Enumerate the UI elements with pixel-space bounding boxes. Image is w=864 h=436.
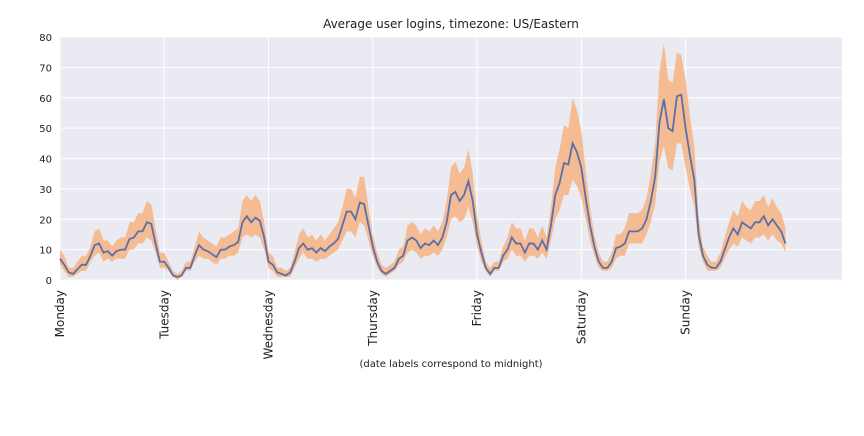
line	[59, 93, 787, 278]
x-tick-label: Tuesday	[157, 290, 171, 340]
x-tick-label: Sunday	[679, 290, 693, 335]
x-tick-label: Thursday	[366, 290, 380, 347]
x-tick-label: Friday	[470, 290, 484, 326]
x-axis-label: (date labels correspond to midnight)	[359, 359, 542, 370]
chart-title: Average user logins, timezone: US/Easter…	[323, 17, 579, 31]
y-tick-label: 10	[39, 246, 52, 257]
y-tick-label: 70	[39, 63, 52, 74]
y-tick-label: 30	[39, 185, 52, 196]
y-tick-label: 20	[39, 215, 52, 226]
x-tick-label: Wednesday	[262, 290, 276, 359]
x-tick-label: Saturday	[574, 290, 588, 344]
y-tick-label: 80	[39, 33, 52, 44]
y-tick-label: 40	[39, 155, 52, 166]
y-tick-label: 60	[39, 94, 52, 105]
confidence-band	[60, 43, 786, 281]
x-tick-label: Monday	[53, 290, 67, 337]
y-tick-label: 0	[46, 276, 52, 287]
y-tick-label: 50	[39, 124, 52, 135]
